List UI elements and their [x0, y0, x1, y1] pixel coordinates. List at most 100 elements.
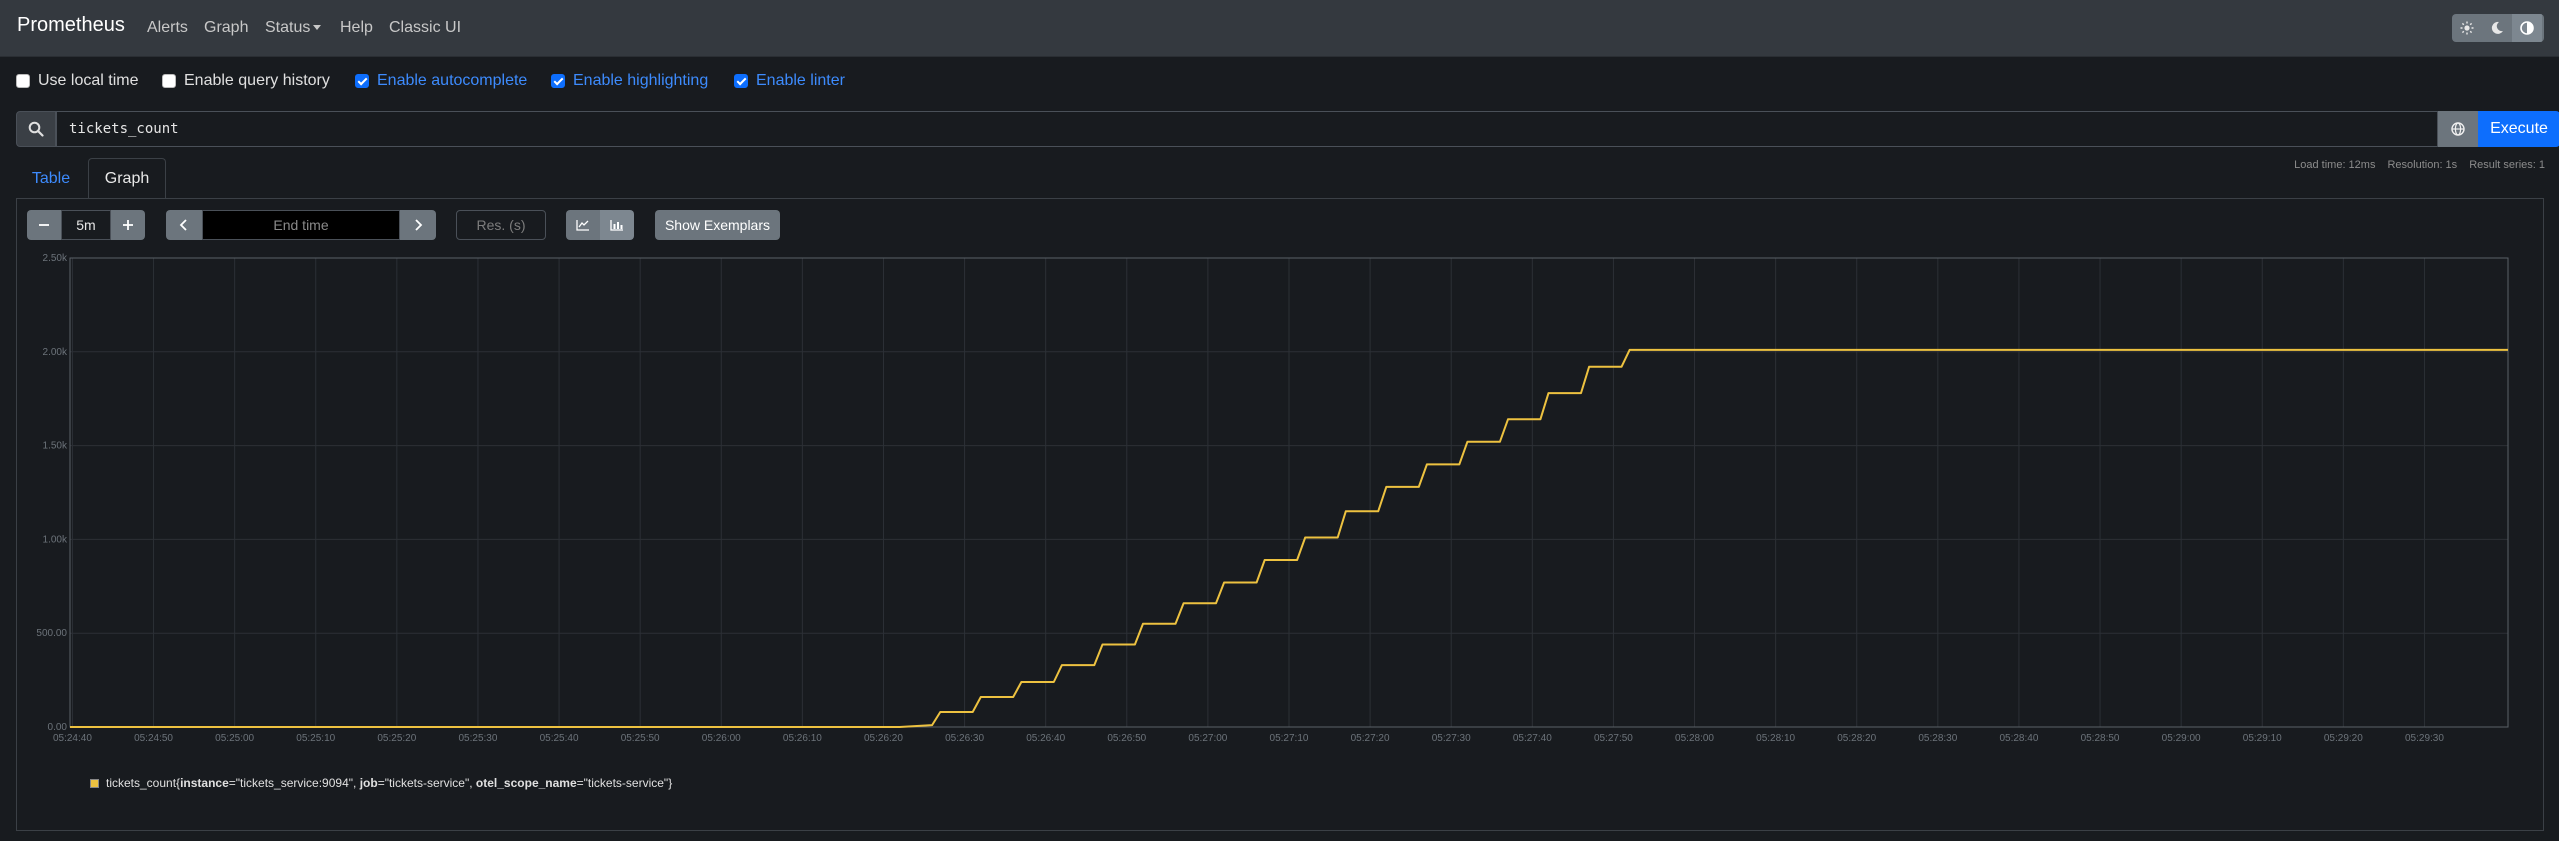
- x-tick-label: 05:26:20: [864, 733, 903, 744]
- y-tick-label: 2.00k: [43, 347, 68, 358]
- x-tick-label: 05:29:20: [2324, 733, 2363, 744]
- line-chart-icon: [576, 220, 589, 231]
- option-enable-linter[interactable]: Enable linter: [734, 72, 845, 90]
- plot-border: [69, 257, 2509, 728]
- x-tick-label: 05:28:20: [1837, 733, 1876, 744]
- legend-swatch: [90, 778, 99, 788]
- bar-chart-icon: [610, 220, 623, 231]
- x-tick-label: 05:27:10: [1270, 733, 1309, 744]
- x-tick-label: 05:28:40: [1999, 733, 2038, 744]
- x-tick-label: 05:27:00: [1188, 733, 1227, 744]
- x-tick-label: 05:25:10: [296, 733, 335, 744]
- series-line-tickets_count: [70, 348, 2508, 728]
- option-enable-query-history[interactable]: Enable query history: [162, 72, 330, 90]
- x-tick-label: 05:26:50: [1107, 733, 1146, 744]
- x-tick-label: 05:25:30: [458, 733, 497, 744]
- x-tick-label: 05:24:40: [53, 733, 92, 744]
- query-bar: tickets_count Execute: [16, 111, 2559, 147]
- x-tick-label: 05:27:50: [1594, 733, 1633, 744]
- x-tick-label: 05:28:00: [1675, 733, 1714, 744]
- nav-alerts[interactable]: Alerts: [147, 19, 188, 36]
- moon-icon[interactable]: [2482, 14, 2512, 42]
- nav-classic-ui[interactable]: Classic UI: [389, 19, 462, 36]
- nav-graph[interactable]: Graph: [204, 19, 249, 36]
- end-time-forward-button[interactable]: [400, 210, 436, 240]
- x-tick-label: 05:26:00: [702, 733, 741, 744]
- x-tick-label: 05:28:50: [2081, 733, 2120, 744]
- stacked-chart-button[interactable]: [600, 210, 634, 240]
- contrast-icon[interactable]: [2512, 14, 2542, 42]
- y-tick-label: 0.00: [48, 722, 68, 733]
- globe-icon[interactable]: [2438, 111, 2478, 147]
- x-tick-label: 05:26:10: [783, 733, 822, 744]
- x-tick-label: 05:29:30: [2405, 733, 2444, 744]
- x-tick-label: 05:25:00: [215, 733, 254, 744]
- x-tick-label: 05:29:00: [2162, 733, 2201, 744]
- result-series: Result series: 1: [2469, 159, 2545, 171]
- query-stats: Load time: 12ms Resolution: 1s Result se…: [2294, 159, 2545, 171]
- y-tick-label: 1.50k: [43, 441, 68, 452]
- brand-logo[interactable]: Prometheus: [17, 14, 125, 36]
- option-label: Enable autocomplete: [377, 72, 528, 89]
- checkbox-use-local-time[interactable]: [16, 74, 30, 88]
- option-label: Enable linter: [756, 72, 845, 89]
- range-decrease-button[interactable]: [27, 210, 61, 240]
- checkbox-enable-query-history[interactable]: [162, 74, 176, 88]
- resolution-input[interactable]: Res. (s): [456, 210, 546, 240]
- checkbox-enable-linter[interactable]: [734, 74, 748, 88]
- tab-graph[interactable]: Graph: [88, 158, 166, 199]
- x-tick-label: 05:27:20: [1351, 733, 1390, 744]
- x-tick-label: 05:28:30: [1918, 733, 1957, 744]
- legend-item[interactable]: tickets_count{instance = "tickets_service:…: [90, 776, 672, 790]
- minus-icon: [39, 224, 49, 226]
- end-time-back-button[interactable]: [166, 210, 202, 240]
- end-time-input[interactable]: End time: [202, 210, 400, 240]
- y-tick-label: 2.50k: [43, 253, 68, 264]
- legend-value-instance: "tickets_service:9094": [235, 776, 354, 790]
- x-tick-label: 05:25:40: [540, 733, 579, 744]
- option-label: Enable highlighting: [573, 72, 709, 89]
- x-tick-label: 05:27:40: [1513, 733, 1552, 744]
- x-tick-label: 05:25:20: [377, 733, 416, 744]
- option-use-local-time[interactable]: Use local time: [16, 72, 138, 90]
- checkbox-enable-autocomplete[interactable]: [355, 74, 369, 88]
- option-label: Use local time: [38, 72, 139, 89]
- chevron-down-icon: [313, 25, 322, 31]
- graph-panel: [16, 198, 2544, 831]
- x-tick-label: 05:26:40: [1026, 733, 1065, 744]
- x-tick-label: 05:25:50: [621, 733, 660, 744]
- query-input[interactable]: tickets_count: [56, 111, 2438, 147]
- sun-icon[interactable]: [2452, 14, 2482, 42]
- line-chart-button[interactable]: [566, 210, 600, 240]
- nav-status[interactable]: Status: [265, 19, 322, 37]
- option-enable-autocomplete[interactable]: Enable autocomplete: [355, 72, 527, 90]
- legend-value-otel-scope-name: "tickets-service": [583, 776, 669, 790]
- y-tick-label: 500.00: [36, 628, 67, 639]
- range-input[interactable]: 5m: [61, 210, 111, 240]
- chevron-left-icon: [179, 219, 187, 231]
- legend-key-instance: instance: [180, 776, 229, 790]
- search-icon: [16, 111, 56, 147]
- range-increase-button[interactable]: [111, 210, 145, 240]
- option-enable-highlighting[interactable]: Enable highlighting: [551, 72, 708, 90]
- execute-button[interactable]: Execute: [2478, 111, 2559, 147]
- legend-value-job: "tickets-service": [384, 776, 470, 790]
- show-exemplars-button[interactable]: Show Exemplars: [655, 210, 780, 240]
- checkbox-enable-highlighting[interactable]: [551, 74, 565, 88]
- option-label: Enable query history: [184, 72, 330, 89]
- legend-key-otel-scope-name: otel_scope_name: [475, 776, 577, 790]
- navbar: Prometheus Alerts Graph Status Help Clas…: [0, 0, 2559, 57]
- chevron-right-icon: [415, 219, 423, 231]
- resolution: Resolution: 1s: [2387, 159, 2458, 171]
- x-tick-label: 05:29:10: [2243, 733, 2282, 744]
- legend-key-job: job: [359, 776, 378, 790]
- legend-metric: tickets_count: [106, 776, 177, 790]
- nav-help[interactable]: Help: [340, 19, 373, 36]
- x-tick-label: 05:26:30: [945, 733, 984, 744]
- nav-status-label: Status: [265, 19, 311, 36]
- tab-table[interactable]: Table: [31, 169, 71, 187]
- y-tick-label: 1.00k: [43, 534, 68, 545]
- plus-icon: [123, 220, 133, 230]
- load-time: Load time: 12ms: [2294, 159, 2376, 171]
